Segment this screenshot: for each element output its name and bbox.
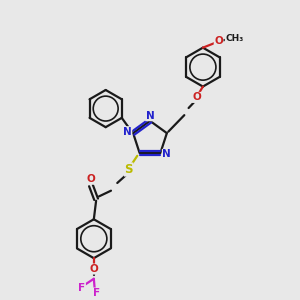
Text: O: O <box>89 264 98 274</box>
Text: CH₃: CH₃ <box>225 34 244 43</box>
Text: O: O <box>192 92 201 102</box>
Text: S: S <box>124 163 133 176</box>
Text: F: F <box>78 283 85 293</box>
Text: F: F <box>93 288 100 298</box>
Text: N: N <box>162 149 171 159</box>
Text: O: O <box>87 174 95 184</box>
Text: O: O <box>214 36 223 46</box>
Text: N: N <box>146 111 154 121</box>
Text: N: N <box>123 127 132 137</box>
